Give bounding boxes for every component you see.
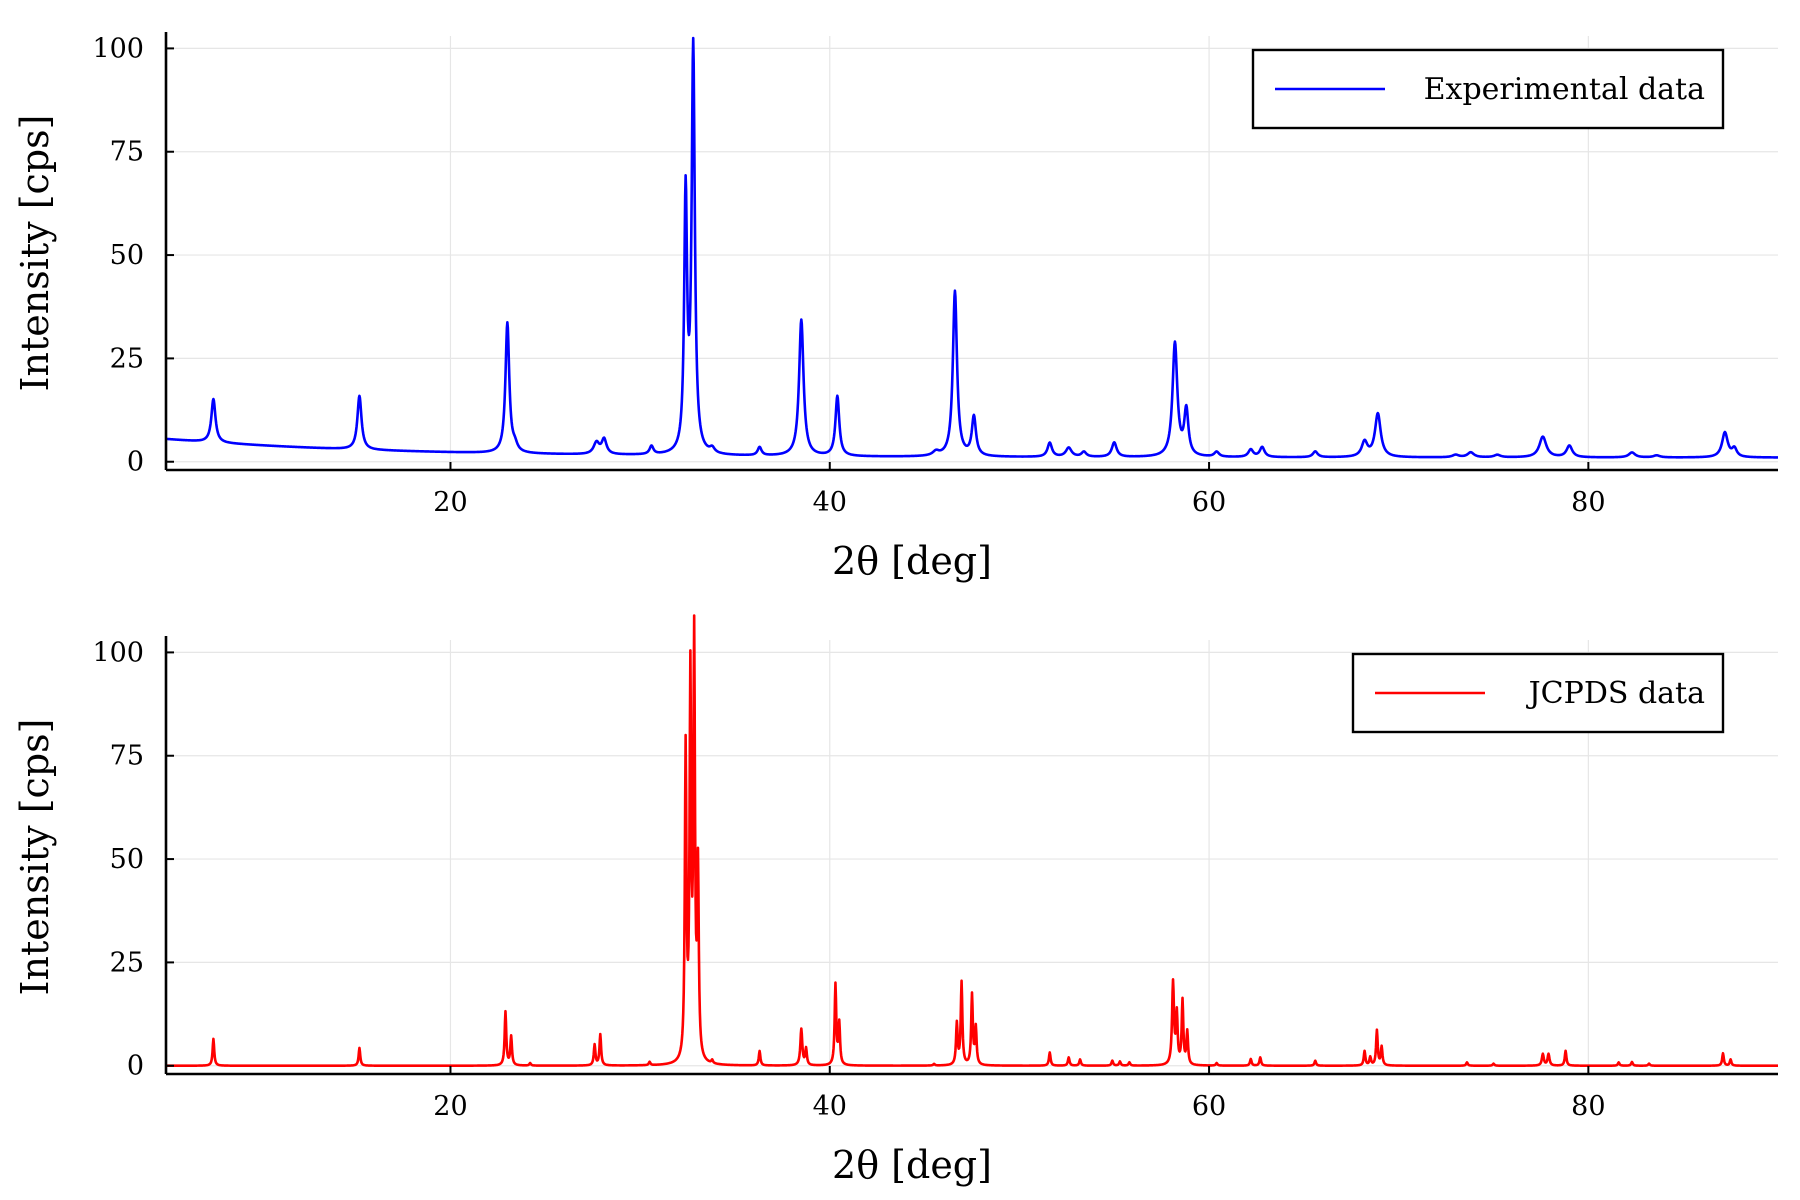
y-axis-title: Intensity [cps] — [13, 719, 57, 996]
y-tick-label: 0 — [127, 1051, 144, 1082]
x-tick-label: 20 — [433, 1091, 467, 1122]
y-tick-label: 100 — [92, 33, 144, 64]
y-axis-title: Intensity [cps] — [13, 115, 57, 392]
y-tick-label: 0 — [127, 447, 144, 478]
x-tick-label: 80 — [1571, 1091, 1605, 1122]
y-tick-label: 50 — [110, 844, 144, 875]
y-tick-label: 50 — [110, 240, 144, 271]
y-tick-label: 25 — [110, 343, 144, 374]
x-axis-title: 2θ [deg] — [832, 539, 992, 583]
y-tick-label: 25 — [110, 947, 144, 978]
x-tick-label: 40 — [813, 1091, 847, 1122]
panel-experimental: 20 40 60 80 0 25 50 75 100 2θ [deg] Intensity [cps… — [13, 32, 1779, 583]
x-tick-label: 20 — [433, 487, 467, 518]
y-tick-label: 75 — [110, 137, 144, 168]
legend: Experimental data — [1251, 48, 1725, 130]
series-line-jcpds — [165, 614, 1779, 1068]
legend-label-experimental: Experimental data — [1424, 72, 1705, 107]
y-tick-label: 75 — [110, 741, 144, 772]
x-tick-label: 60 — [1192, 487, 1226, 518]
x-axis-title: 2θ [deg] — [832, 1143, 992, 1187]
legend-label-jcpds: JCPDS data — [1526, 676, 1705, 711]
y-tick-label: 100 — [92, 637, 144, 668]
legend: JCPDS data — [1351, 652, 1725, 734]
series-line-experimental — [165, 36, 1779, 459]
x-tick-label: 60 — [1192, 1091, 1226, 1122]
x-tick-label: 80 — [1571, 487, 1605, 518]
panel-jcpds: 20 40 60 80 0 25 50 75 100 2θ [deg] Intensity [cps… — [13, 614, 1779, 1187]
x-tick-label: 40 — [813, 487, 847, 518]
